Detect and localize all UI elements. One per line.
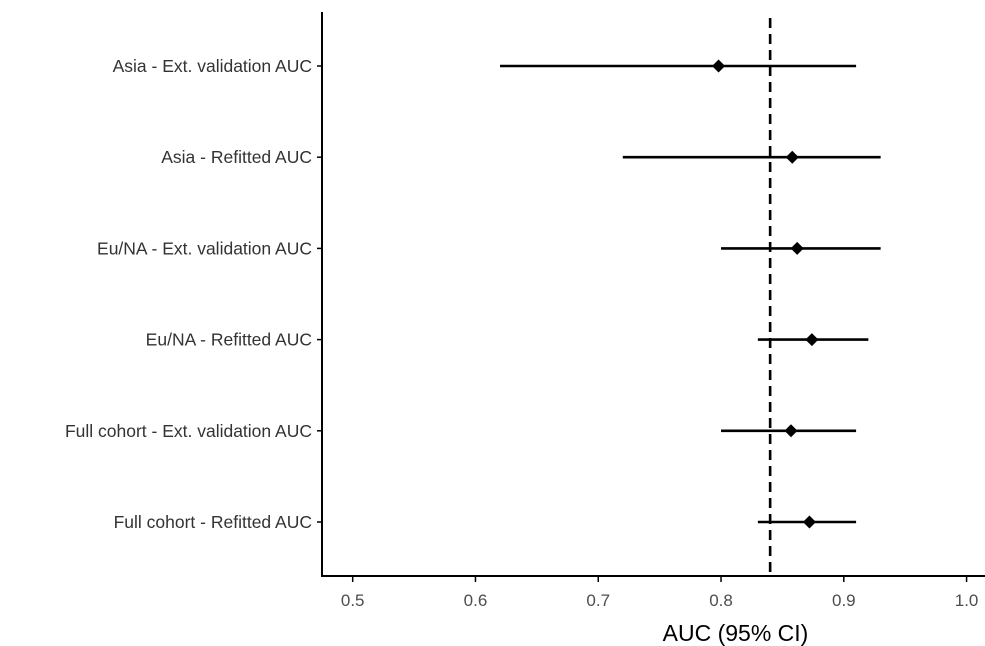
x-tick-label: 0.8 [709,591,733,610]
x-ticks [351,576,968,582]
y-tick-label: Full cohort - Refitted AUC [114,512,312,532]
point-estimate-marker [785,150,799,164]
x-tick-label: 0.5 [341,591,365,610]
x-tick-label: 0.6 [464,591,488,610]
y-tick-label: Asia - Ext. validation AUC [113,56,312,76]
point-estimate-marker [805,333,819,347]
point-estimate-marker [712,59,726,73]
point-estimate-marker [790,241,804,255]
x-tick-label: 1.0 [955,591,979,610]
confidence-interval-layer [500,64,881,524]
x-axis-title: AUC (95% CI) [663,620,809,646]
point-estimate-marker [802,515,816,529]
axes-layer [321,12,985,577]
x-tick-labels: 0.5 0.6 0.7 0.8 0.9 1.0 [341,591,979,610]
y-tick-label: Eu/NA - Refitted AUC [146,330,312,350]
y-tick-label: Eu/NA - Ext. validation AUC [97,238,312,258]
point-estimate-marker [784,424,798,438]
x-tick-label: 0.7 [586,591,610,610]
point-estimate-layer [712,59,819,529]
y-tick-label: Full cohort - Ext. validation AUC [65,421,312,441]
y-tick-labels: Asia - Ext. validation AUC Asia - Refitte… [65,56,322,532]
x-tick-label: 0.9 [832,591,856,610]
y-tick-label: Asia - Refitted AUC [161,147,312,167]
